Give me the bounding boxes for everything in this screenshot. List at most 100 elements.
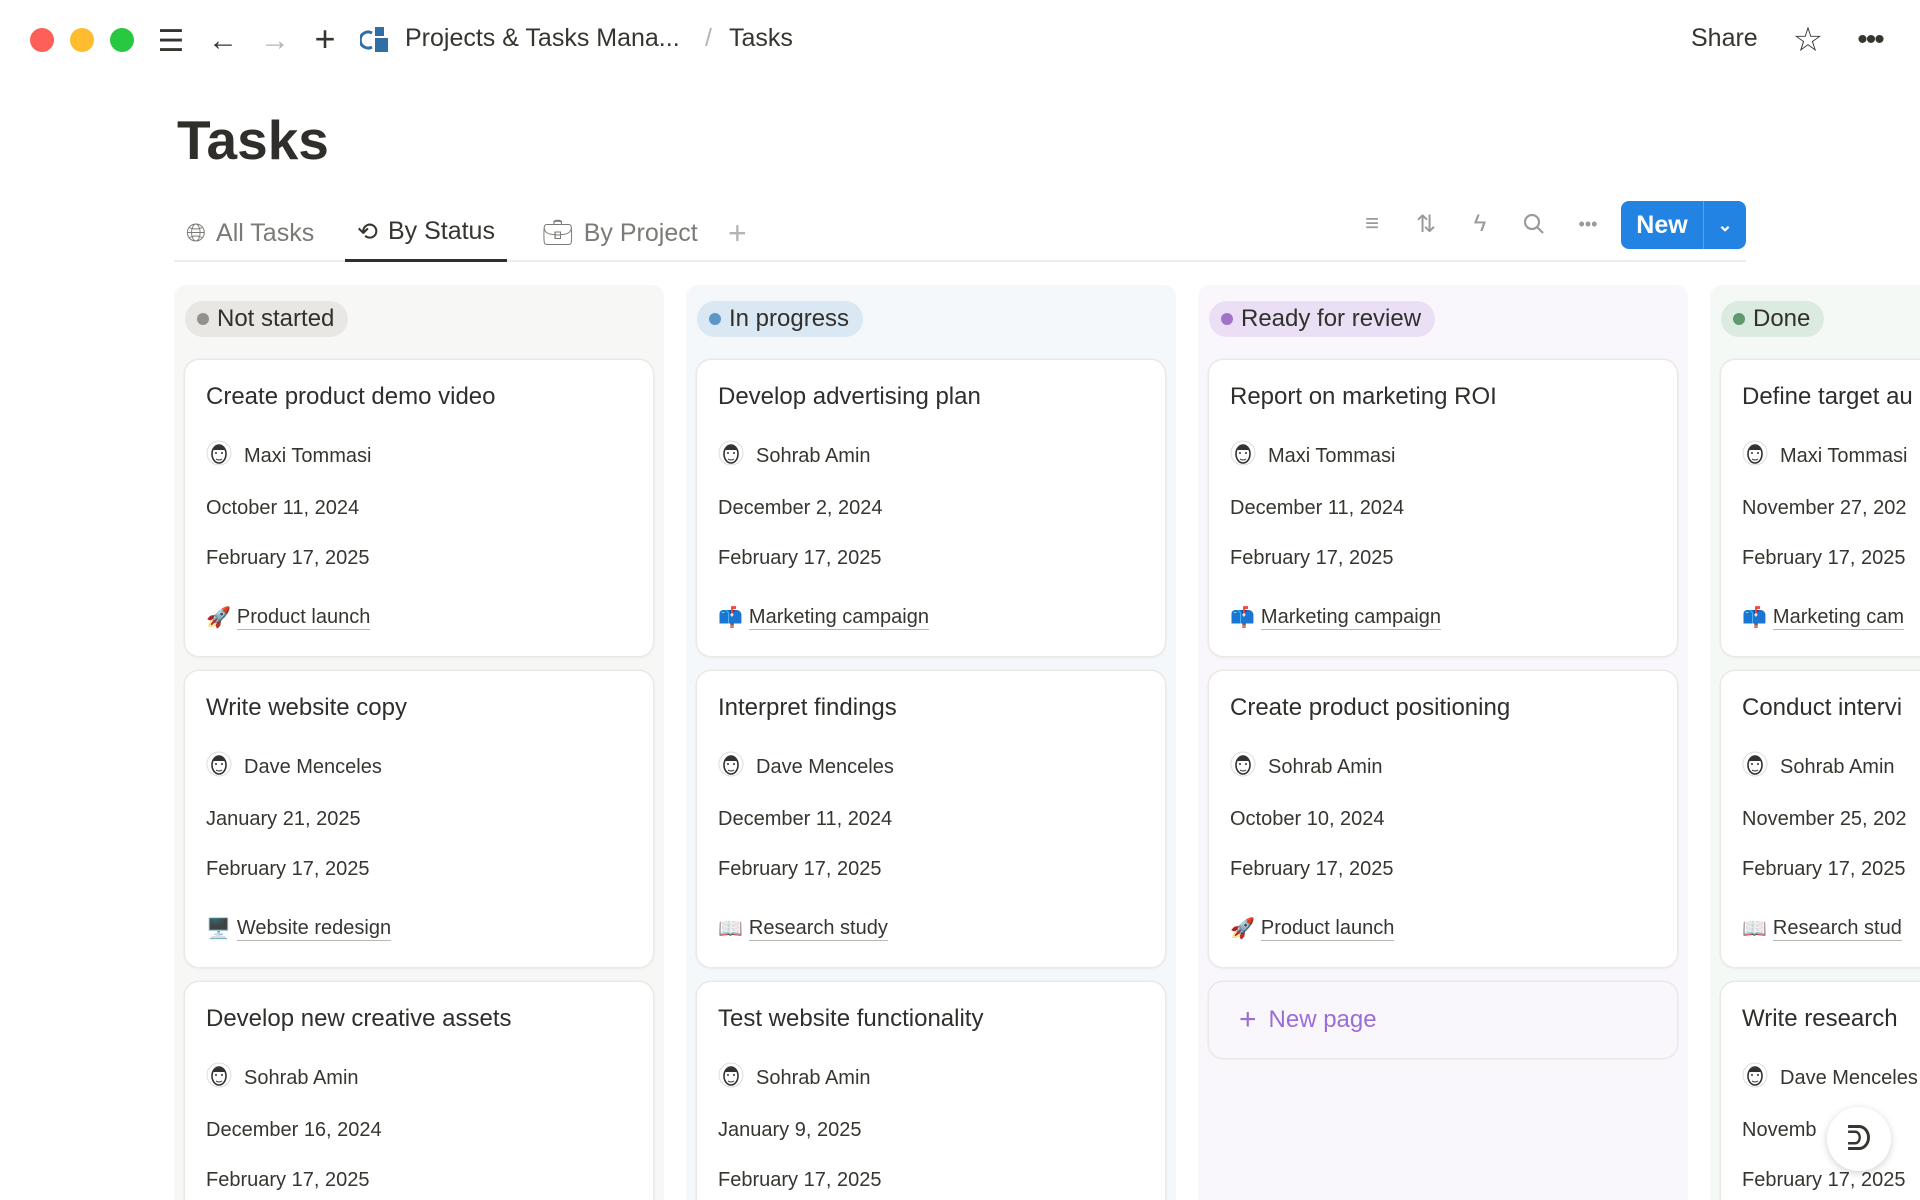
new-button[interactable]: New ⌄ xyxy=(1621,201,1746,249)
plus-icon: + xyxy=(1239,1003,1257,1036)
task-card[interactable]: Interpret findings Dave Menceles Decembe… xyxy=(697,671,1165,967)
tab-all-tasks[interactable]: 🌐︎ All Tasks xyxy=(174,204,326,262)
new-page-button[interactable]: + New page xyxy=(1209,982,1677,1058)
project-link[interactable]: 🖥️ Website redesign xyxy=(206,916,392,941)
assignee[interactable]: Sohrab Amin xyxy=(718,440,871,472)
project-emoji-icon: 📫 xyxy=(1230,607,1255,629)
project-emoji-icon: 🚀 xyxy=(1230,918,1255,940)
tab-by-status[interactable]: ⟲ By Status xyxy=(345,204,507,262)
task-card[interactable]: Write research Dave Menceles Novemb Febr… xyxy=(1721,982,1920,1200)
avatar xyxy=(1742,751,1768,783)
sort-icon[interactable]: ⇅ xyxy=(1415,210,1437,238)
project-emoji-icon: 📖 xyxy=(1742,918,1767,940)
tab-label: By Status xyxy=(387,217,495,245)
automation-lightning-icon[interactable]: ϟ xyxy=(1473,210,1487,237)
assignee[interactable]: Sohrab Amin xyxy=(206,1062,359,1094)
assignee[interactable]: Maxi Tommasi xyxy=(206,440,371,472)
assignee[interactable]: Maxi Tommasi xyxy=(1742,440,1907,472)
task-card[interactable]: Develop new creative assets Sohrab Amin … xyxy=(185,982,653,1200)
task-card[interactable]: Develop advertising plan Sohrab Amin Dec… xyxy=(697,360,1165,656)
search-icon[interactable] xyxy=(1516,206,1552,242)
back-arrow-icon[interactable]: ← xyxy=(208,24,238,57)
project-emoji-icon: 📫 xyxy=(718,607,743,629)
assignee[interactable]: Sohrab Amin xyxy=(1230,751,1383,783)
task-card[interactable]: Define target au Maxi Tommasi November 2… xyxy=(1721,360,1920,656)
assignee[interactable]: Dave Menceles xyxy=(1742,1062,1918,1094)
add-view-button[interactable]: + xyxy=(728,214,747,251)
status-dot-icon xyxy=(1221,313,1233,325)
due-date: February 17, 2025 xyxy=(1230,547,1394,569)
assignee[interactable]: Dave Menceles xyxy=(206,751,382,783)
help-assistant-button[interactable]: ᕲ xyxy=(1827,1107,1891,1171)
forward-arrow-icon[interactable]: → xyxy=(260,24,290,57)
project-link[interactable]: 📫 Marketing cam xyxy=(1742,605,1905,630)
assignee-name: Maxi Tommasi xyxy=(244,444,372,467)
status-dot-icon xyxy=(709,313,721,325)
status-badge[interactable]: Ready for review xyxy=(1209,301,1436,337)
status-badge[interactable]: Not started xyxy=(185,301,349,337)
assignee[interactable]: Sohrab Amin xyxy=(718,1062,871,1094)
column-not-started: Not started Create product demo video Ma… xyxy=(174,285,664,1200)
globe-icon: 🌐︎ xyxy=(186,218,207,247)
project-link[interactable]: 🚀 Product launch xyxy=(1230,916,1395,941)
assistant-face-icon: ᕲ xyxy=(1846,1119,1872,1158)
start-date: October 11, 2024 xyxy=(206,497,360,519)
close-window-button[interactable] xyxy=(30,28,54,52)
project-link[interactable]: 📫 Marketing campaign xyxy=(718,605,929,630)
assignee-name: Sohrab Amin xyxy=(756,444,871,467)
new-tab-plus-icon[interactable]: + xyxy=(314,18,336,59)
new-button-label: New xyxy=(1636,210,1688,239)
assignee[interactable]: Sohrab Amin xyxy=(1742,751,1895,783)
due-date: February 17, 2025 xyxy=(1230,858,1394,880)
tab-by-project[interactable]: 💼︎ By Project xyxy=(530,204,710,262)
project-link[interactable]: 🚀 Product launch xyxy=(206,605,371,630)
assignee[interactable]: Dave Menceles xyxy=(718,751,894,783)
project-emoji-icon: 📖 xyxy=(718,918,743,940)
status-badge[interactable]: Done xyxy=(1721,301,1825,337)
tab-label: All Tasks xyxy=(216,218,315,247)
breadcrumb-parent[interactable]: Projects & Tasks Mana... xyxy=(405,24,680,52)
avatar xyxy=(206,751,232,783)
assignee-name: Sohrab Amin xyxy=(1780,755,1895,778)
view-more-icon[interactable]: ••• xyxy=(1578,213,1598,234)
due-date: February 17, 2025 xyxy=(206,858,370,880)
favorite-star-icon[interactable]: ☆ xyxy=(1792,21,1824,59)
minimize-window-button[interactable] xyxy=(70,28,94,52)
maximize-window-button[interactable] xyxy=(110,28,134,52)
share-button[interactable]: Share xyxy=(1691,24,1758,52)
avatar xyxy=(1742,1062,1768,1094)
start-date: December 16, 2024 xyxy=(206,1119,382,1141)
menu-icon[interactable]: ☰ xyxy=(157,24,185,58)
start-date: January 21, 2025 xyxy=(206,808,361,830)
due-date: February 17, 2025 xyxy=(1742,858,1906,880)
new-page-label: New page xyxy=(1268,1006,1377,1033)
task-title: Create product positioning xyxy=(1230,694,1511,721)
project-name: Marketing campaign xyxy=(1260,605,1441,630)
assignee[interactable]: Maxi Tommasi xyxy=(1230,440,1395,472)
task-card[interactable]: Create product positioning Sohrab Amin O… xyxy=(1209,671,1677,967)
breadcrumb-current[interactable]: Tasks xyxy=(729,24,793,52)
task-card[interactable]: Report on marketing ROI Maxi Tommasi Dec… xyxy=(1209,360,1677,656)
task-title: Develop new creative assets xyxy=(206,1005,512,1032)
project-link[interactable]: 📖 Research stud xyxy=(1742,916,1902,941)
avatar xyxy=(718,1062,744,1094)
status-label: Ready for review xyxy=(1241,305,1422,332)
status-badge[interactable]: In progress xyxy=(697,301,864,337)
start-date: December 11, 2024 xyxy=(1230,497,1405,519)
task-title: Conduct intervi xyxy=(1742,694,1903,721)
avatar xyxy=(1230,751,1256,783)
status-dot-icon xyxy=(1733,313,1745,325)
task-card[interactable]: Test website functionality Sohrab Amin J… xyxy=(697,982,1165,1200)
filter-icon[interactable]: ≡ xyxy=(1364,210,1379,237)
start-date: November 27, 202 xyxy=(1742,497,1907,519)
chevron-down-icon[interactable]: ⌄ xyxy=(1717,214,1733,235)
start-date: December 2, 2024 xyxy=(718,497,883,519)
more-options-icon[interactable]: ••• xyxy=(1857,23,1885,56)
project-link[interactable]: 📖 Research study xyxy=(718,916,888,941)
task-card[interactable]: Conduct intervi Sohrab Amin November 25,… xyxy=(1721,671,1920,967)
task-card[interactable]: Create product demo video Maxi Tommasi O… xyxy=(185,360,653,656)
status-label: Not started xyxy=(217,305,335,332)
task-card[interactable]: Write website copy Dave Menceles January… xyxy=(185,671,653,967)
view-tabs: 🌐︎ All Tasks ⟲ By Status 💼︎ By Project + xyxy=(174,204,1746,262)
project-link[interactable]: 📫 Marketing campaign xyxy=(1230,605,1441,630)
